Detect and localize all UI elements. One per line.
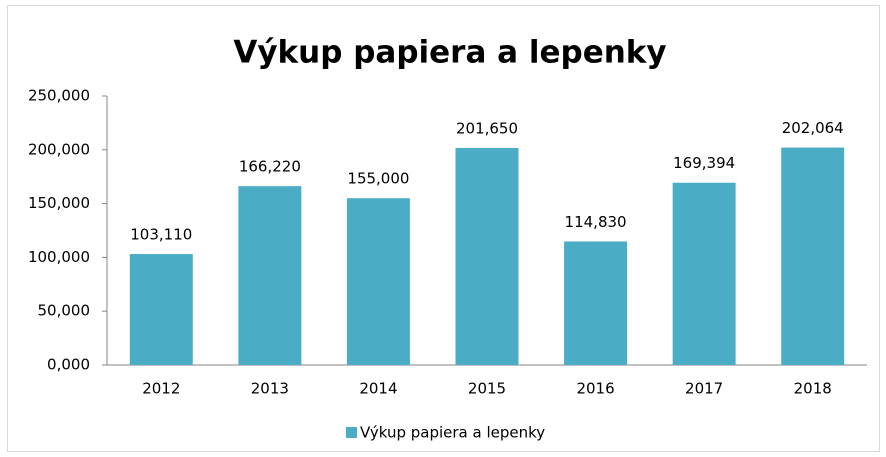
x-tick-label: 2015 (468, 380, 506, 398)
y-tick-label: 150,000 (28, 194, 90, 212)
y-tick-label: 250,000 (28, 87, 90, 105)
x-tick-label: 2013 (251, 380, 289, 398)
y-tick-label: 50,000 (38, 302, 91, 320)
x-tick-label: 2016 (576, 380, 614, 398)
y-tick-label: 100,000 (28, 248, 90, 266)
legend-swatch (346, 427, 357, 438)
data-label: 103,110 (130, 226, 192, 244)
bar (781, 147, 845, 365)
x-tick-label: 2018 (794, 380, 832, 398)
data-label: 155,000 (347, 170, 409, 188)
legend-label: Výkup papiera a lepenky (360, 424, 545, 442)
data-label: 166,220 (239, 158, 301, 176)
y-tick-label: 200,000 (28, 140, 90, 158)
bar (238, 186, 302, 365)
bar (129, 254, 193, 365)
data-label: 202,064 (782, 119, 844, 137)
data-label: 114,830 (565, 213, 627, 231)
bar (346, 198, 410, 365)
data-label: 169,394 (673, 154, 735, 172)
x-tick-label: 2017 (685, 380, 723, 398)
y-tick-label: 0,000 (47, 356, 90, 374)
chart-title: Výkup papiera a lepenky (233, 35, 666, 71)
x-tick-label: 2012 (142, 380, 180, 398)
data-label: 201,650 (456, 120, 518, 138)
bar (672, 182, 736, 365)
bar (455, 148, 519, 365)
x-tick-label: 2014 (359, 380, 397, 398)
bar (564, 241, 628, 365)
